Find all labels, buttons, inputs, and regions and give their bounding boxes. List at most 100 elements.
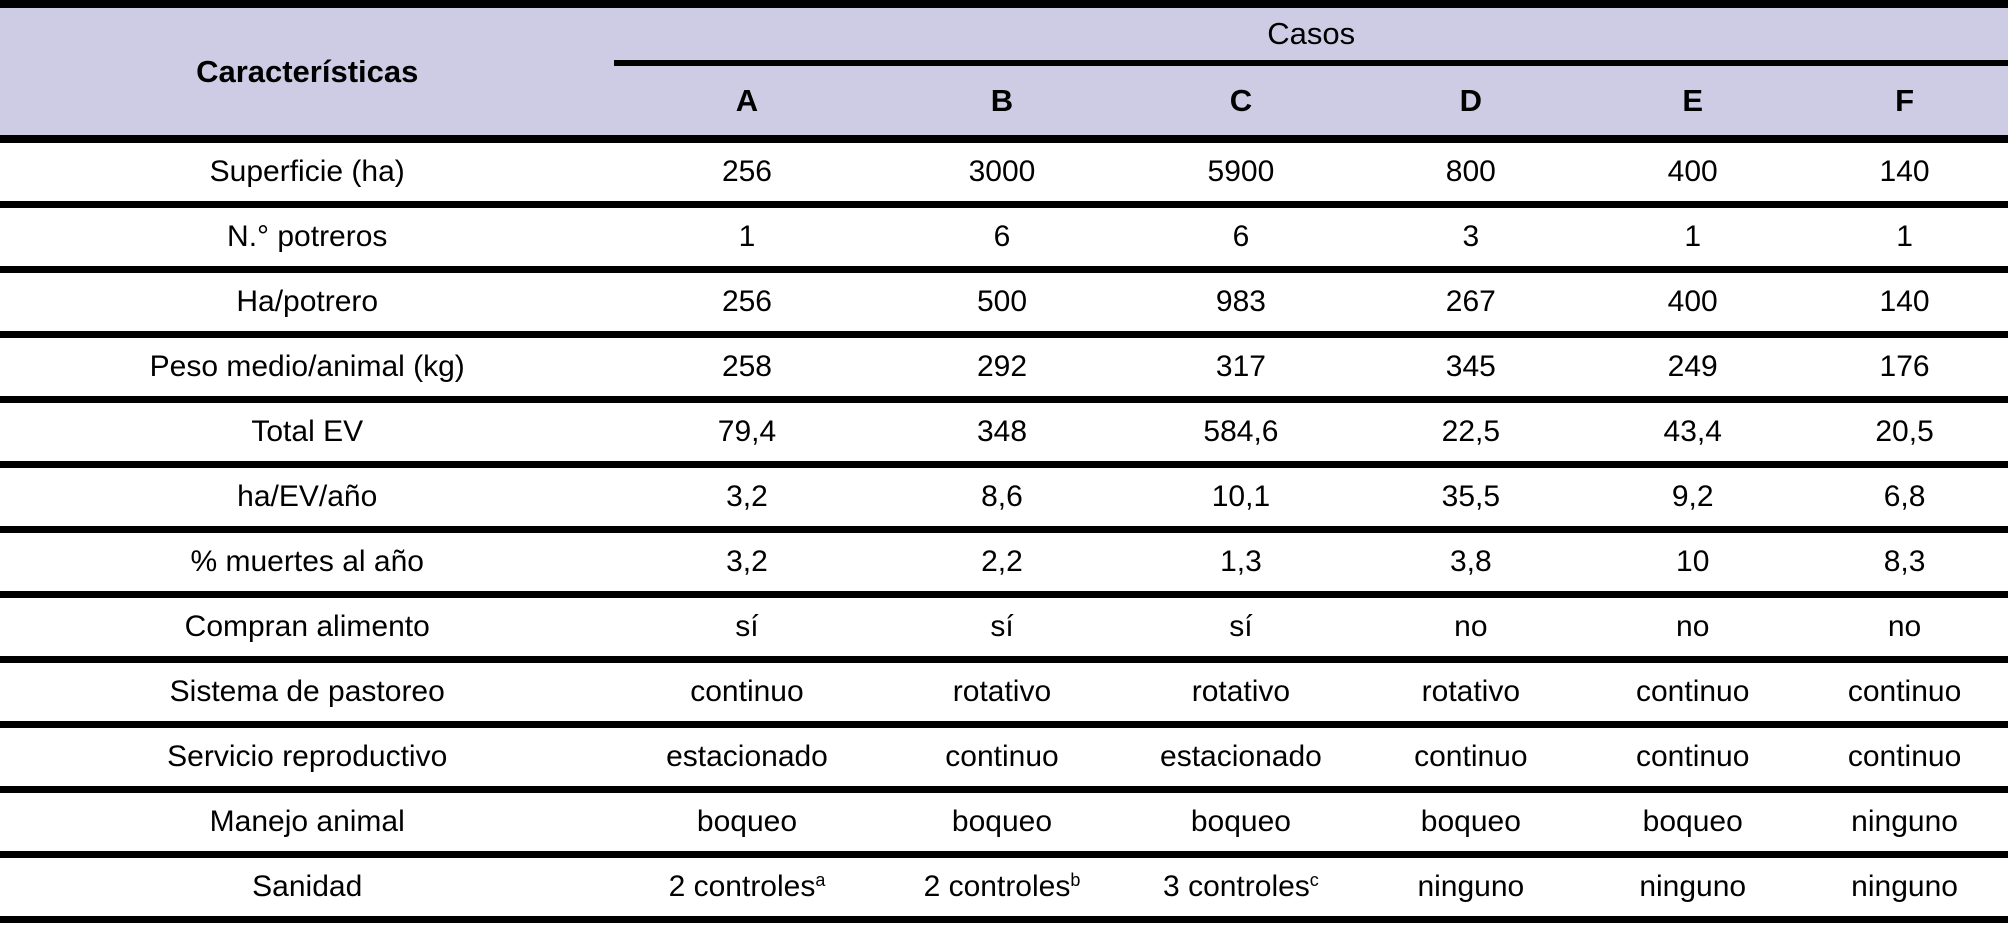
row-label: Ha/potrero (0, 269, 615, 338)
cell: 6 (879, 204, 1125, 273)
cell: 267 (1357, 269, 1585, 338)
row-label: Compran alimento (0, 594, 615, 663)
cell: 345 (1357, 334, 1585, 403)
cell: continuo (614, 659, 880, 728)
footnote-marker-c: c (1309, 870, 1319, 890)
table-row-sanidad: Sanidad 2 controlesa 2 controlesb 3 cont… (0, 854, 2008, 923)
table-row-peso-medio: Peso medio/animal (kg) 258 292 317 345 2… (0, 334, 2008, 403)
cell: continuo (879, 724, 1125, 793)
cell: 292 (879, 334, 1125, 403)
cell: rotativo (879, 659, 1125, 728)
cell: 43,4 (1584, 399, 1802, 468)
cell: 9,2 (1584, 464, 1802, 533)
cell: no (1584, 594, 1802, 663)
cell: boqueo (1124, 789, 1358, 858)
cell: sí (614, 594, 880, 663)
cell: 983 (1124, 269, 1358, 338)
row-label: Sistema de pastoreo (0, 659, 615, 728)
cell: 1 (614, 204, 880, 273)
cell: 800 (1357, 139, 1585, 208)
cell: 3,8 (1357, 529, 1585, 598)
cell: ninguno (1801, 789, 2008, 858)
cell: sí (879, 594, 1125, 663)
row-label: Superficie (ha) (0, 139, 615, 208)
cell: 6,8 (1801, 464, 2008, 533)
row-label: Servicio reproductivo (0, 724, 615, 793)
cell: ninguno (1584, 854, 1802, 923)
cell-text: 2 controles (923, 870, 1071, 903)
cell-text: ninguno (1417, 870, 1525, 903)
row-label: Manejo animal (0, 789, 615, 858)
cell: 500 (879, 269, 1125, 338)
cell: boqueo (879, 789, 1125, 858)
cell: rotativo (1124, 659, 1358, 728)
cell: 2 controlesb (879, 854, 1125, 923)
cell: 3 controlesc (1124, 854, 1358, 923)
cell: sí (1124, 594, 1358, 663)
cell: rotativo (1357, 659, 1585, 728)
cell: 1 (1584, 204, 1802, 273)
table-row-ha-potrero: Ha/potrero 256 500 983 267 400 140 (0, 269, 2008, 338)
cell: 8,3 (1801, 529, 2008, 598)
column-header-c: C (1124, 63, 1358, 143)
column-header-b: B (879, 63, 1125, 143)
cell-text: ninguno (1851, 870, 1958, 903)
cell: ninguno (1357, 854, 1585, 923)
cell: 5900 (1124, 139, 1358, 208)
column-header-d: D (1357, 63, 1585, 143)
cell: 1 (1801, 204, 2008, 273)
cell: no (1801, 594, 2008, 663)
cell: 6 (1124, 204, 1358, 273)
table-row-muertes: % muertes al año 3,2 2,2 1,3 3,8 10 8,3 (0, 529, 2008, 598)
table-row-compran-alimento: Compran alimento sí sí sí no no no (0, 594, 2008, 663)
cell: 400 (1584, 139, 1802, 208)
row-label: Peso medio/animal (kg) (0, 334, 615, 403)
cell: 2 controlesa (614, 854, 880, 923)
table-row-total-ev: Total EV 79,4 348 584,6 22,5 43,4 20,5 (0, 399, 2008, 468)
cell: continuo (1584, 724, 1802, 793)
footnote-marker-b: b (1070, 870, 1081, 890)
cell: continuo (1584, 659, 1802, 728)
cell: continuo (1801, 724, 2008, 793)
cell: continuo (1357, 724, 1585, 793)
cell-text: ninguno (1639, 870, 1747, 903)
row-label: ha/EV/año (0, 464, 615, 533)
cell: 348 (879, 399, 1125, 468)
cell: ninguno (1801, 854, 2008, 923)
cell: 249 (1584, 334, 1802, 403)
cell: 3,2 (614, 529, 880, 598)
table-row-ha-ev-ano: ha/EV/año 3,2 8,6 10,1 35,5 9,2 6,8 (0, 464, 2008, 533)
row-label: Total EV (0, 399, 615, 468)
cell: 3,2 (614, 464, 880, 533)
cell: estacionado (1124, 724, 1358, 793)
table-row-servicio-reproductivo: Servicio reproductivo estacionado contin… (0, 724, 2008, 793)
footnote-marker-a: a (815, 870, 826, 890)
cell: 8,6 (879, 464, 1125, 533)
cell: 140 (1801, 139, 2008, 208)
cell: 317 (1124, 334, 1358, 403)
group-header-row: Características Casos (0, 4, 2008, 143)
cell: continuo (1801, 659, 2008, 728)
case-letters-row: A B C D E F (0, 63, 2008, 143)
cell: boqueo (1357, 789, 1585, 858)
row-label: Sanidad (0, 854, 615, 923)
cell-text: 2 controles (668, 870, 816, 903)
column-header-e: E (1584, 63, 1802, 143)
cell: 35,5 (1357, 464, 1585, 533)
cell: no (1357, 594, 1585, 663)
cases-table: Características Casos A B C D E F Superf… (0, 0, 2008, 923)
cell: boqueo (1584, 789, 1802, 858)
cell: 1,3 (1124, 529, 1358, 598)
cell: 3 (1357, 204, 1585, 273)
cell: 584,6 (1124, 399, 1358, 468)
corner-header-caracteristicas: Características (0, 4, 615, 143)
cell: 176 (1801, 334, 2008, 403)
table-row-manejo-animal: Manejo animal boqueo boqueo boqueo boque… (0, 789, 2008, 858)
row-label: N.° potreros (0, 204, 615, 273)
cell: boqueo (614, 789, 880, 858)
row-label: % muertes al año (0, 529, 615, 598)
cell: 256 (614, 269, 880, 338)
cell: 79,4 (614, 399, 880, 468)
table-row-sistema-pastoreo: Sistema de pastoreo continuo rotativo ro… (0, 659, 2008, 728)
